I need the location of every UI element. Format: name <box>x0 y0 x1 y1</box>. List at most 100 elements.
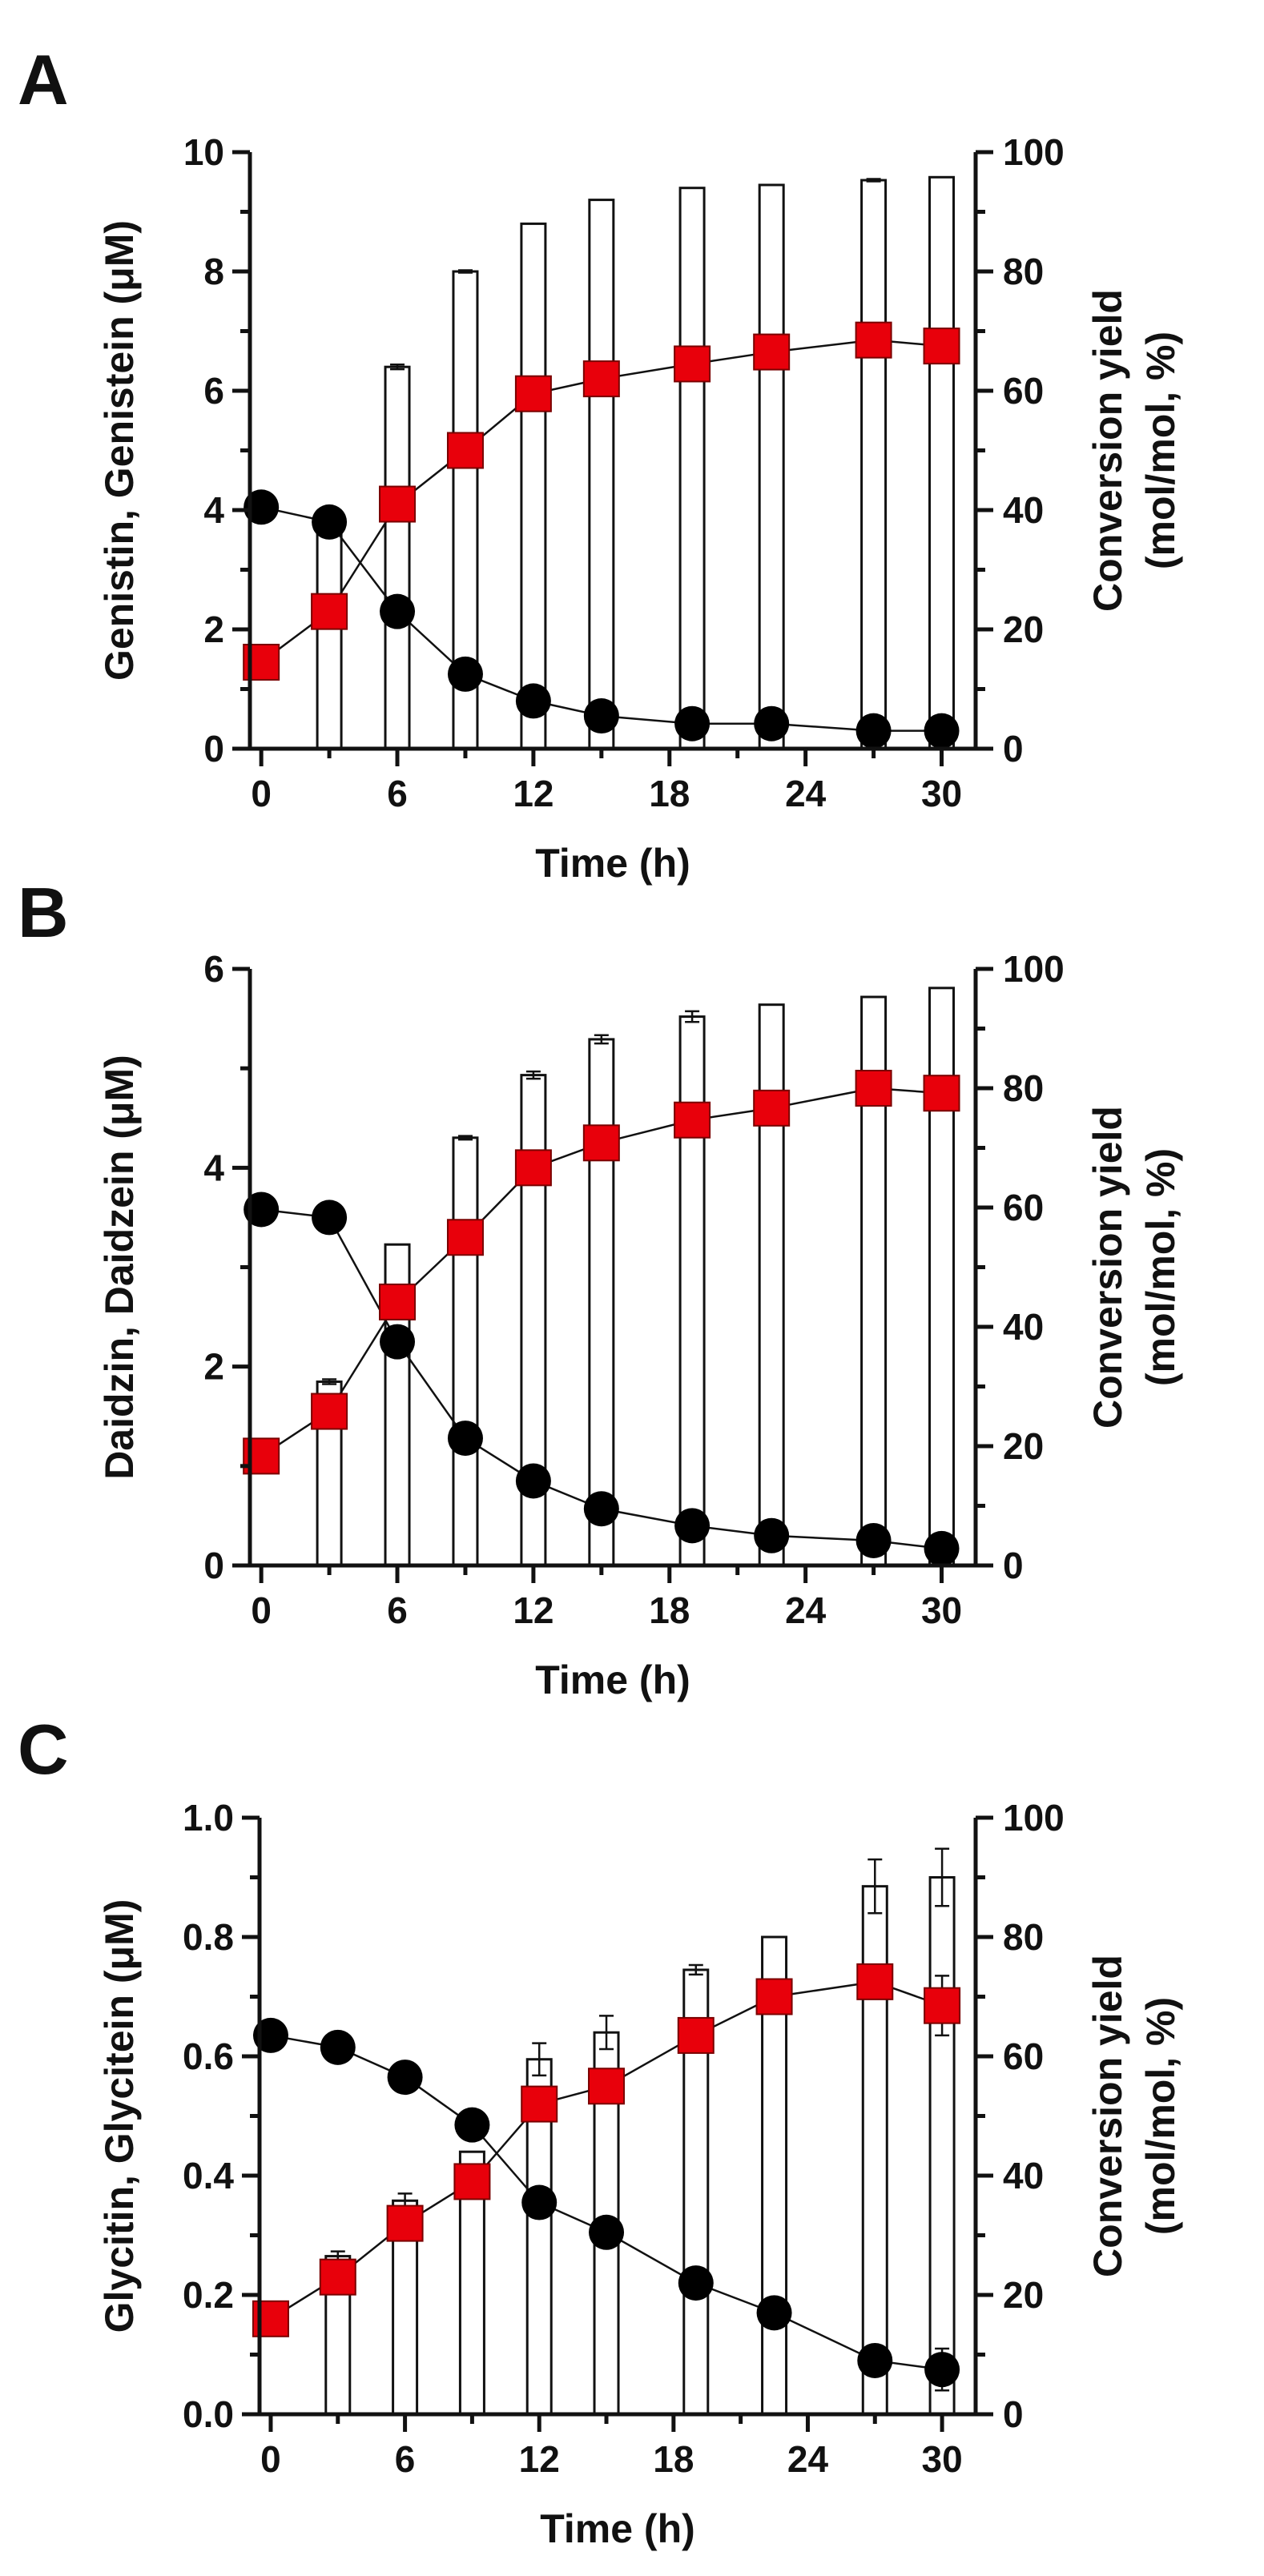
square-point <box>453 2163 491 2200</box>
x-tick-label: 30 <box>922 2438 963 2480</box>
x-tick-label: 6 <box>395 2438 416 2480</box>
square-point <box>855 1070 892 1107</box>
y-tick-label: 0.2 <box>183 2274 234 2316</box>
y-axis-title: Daidzin, Daidzein (μM) <box>97 1055 142 1480</box>
circle-point <box>678 2265 714 2301</box>
x-tick-label: 12 <box>513 773 554 814</box>
y2-axis-title-line2: (mol/mol, %) <box>1138 1997 1183 2235</box>
y-tick-label: 0.6 <box>183 2035 234 2077</box>
circle-point <box>515 683 551 719</box>
square-point <box>677 2016 715 2054</box>
x-axis-title: Time (h) <box>535 1658 690 1702</box>
y-tick-label: 0 <box>203 728 224 770</box>
square-point <box>514 1149 552 1187</box>
circle-point <box>387 2060 423 2096</box>
circle-point <box>583 1491 619 1527</box>
square-point <box>446 1219 484 1256</box>
series-line-square <box>270 1980 943 2320</box>
circle-point <box>924 1530 960 1566</box>
y2-tick-label: 60 <box>1003 2035 1044 2077</box>
bar <box>520 222 547 750</box>
x-axis-title: Time (h) <box>535 841 690 886</box>
y-tick-label: 2 <box>203 1346 224 1388</box>
bar <box>452 1136 479 1567</box>
y2-tick-label: 60 <box>1003 370 1044 412</box>
bar <box>758 183 785 750</box>
y-tick-label: 0 <box>203 1545 224 1586</box>
x-tick-label: 0 <box>251 773 272 814</box>
circle-point <box>924 713 960 749</box>
circle-point <box>454 2107 490 2143</box>
square-point <box>514 375 552 412</box>
circle-point <box>589 2214 625 2250</box>
square-point <box>319 2258 356 2296</box>
y-tick-label: 2 <box>203 609 224 650</box>
circle-point <box>252 2017 288 2053</box>
x-tick-label: 30 <box>921 773 962 814</box>
x-tick-label: 12 <box>519 2438 560 2480</box>
bar <box>860 179 888 750</box>
circle-point <box>855 713 892 749</box>
circle-point <box>312 1200 348 1236</box>
circle-point <box>244 1192 280 1228</box>
circle-point <box>521 2184 558 2220</box>
y2-tick-label: 100 <box>1003 1797 1065 1839</box>
x-tick-label: 18 <box>653 2438 694 2480</box>
x-tick-label: 0 <box>260 2438 281 2480</box>
y-tick-label: 0.0 <box>183 2393 234 2435</box>
x-tick-label: 18 <box>649 1589 690 1631</box>
y2-tick-label: 80 <box>1003 1916 1044 1958</box>
series-line-circle <box>270 2034 943 2371</box>
circle-point <box>674 705 710 741</box>
x-tick-label: 24 <box>787 2438 829 2480</box>
square-point <box>386 2204 424 2242</box>
x-tick-label: 18 <box>649 773 690 814</box>
y-tick-label: 6 <box>203 948 224 990</box>
circle-point <box>756 2295 792 2331</box>
bar <box>761 1935 788 2416</box>
circle-point <box>312 504 348 540</box>
panel-letter: A <box>18 40 69 119</box>
square-point <box>446 432 484 469</box>
square-point <box>379 485 417 523</box>
square-point <box>582 1124 620 1162</box>
series-line-circle <box>260 506 942 732</box>
circle-point <box>924 2352 960 2388</box>
bar <box>588 1038 615 1567</box>
y2-axis-title-line1: Conversion yield <box>1085 289 1130 612</box>
y-axis-title: Genistin, Genistein (μM) <box>97 220 142 681</box>
circle-point <box>380 593 416 629</box>
y-tick-label: 4 <box>203 489 224 531</box>
square-point <box>924 1987 961 2024</box>
square-point <box>521 2085 558 2123</box>
square-point <box>674 1101 711 1139</box>
circle-point <box>515 1463 551 1499</box>
y-axis-title: Glycitin, Glycitein (μM) <box>97 1899 142 2333</box>
y2-tick-label: 100 <box>1003 131 1065 173</box>
square-point <box>856 1963 894 2000</box>
y2-tick-label: 0 <box>1003 1545 1024 1586</box>
circle-point <box>674 1508 710 1544</box>
square-point <box>753 333 791 371</box>
circle-point <box>857 2342 893 2378</box>
y2-tick-label: 20 <box>1003 2274 1044 2316</box>
circle-point <box>754 1517 790 1553</box>
bar <box>316 520 343 750</box>
series-line-square <box>260 1087 942 1457</box>
square-point <box>753 1089 791 1127</box>
bar <box>678 187 706 750</box>
y-tick-label: 8 <box>203 251 224 292</box>
y-tick-label: 4 <box>203 1147 224 1188</box>
y2-axis-title-line1: Conversion yield <box>1085 1106 1130 1429</box>
square-point <box>311 593 348 630</box>
bar <box>384 365 411 750</box>
y2-tick-label: 40 <box>1003 1306 1044 1348</box>
square-point <box>311 1392 348 1430</box>
x-axis-title: Time (h) <box>540 2506 695 2551</box>
bar <box>928 987 956 1567</box>
circle-point <box>244 489 280 525</box>
bar <box>678 1015 706 1567</box>
y2-tick-label: 60 <box>1003 1187 1044 1228</box>
